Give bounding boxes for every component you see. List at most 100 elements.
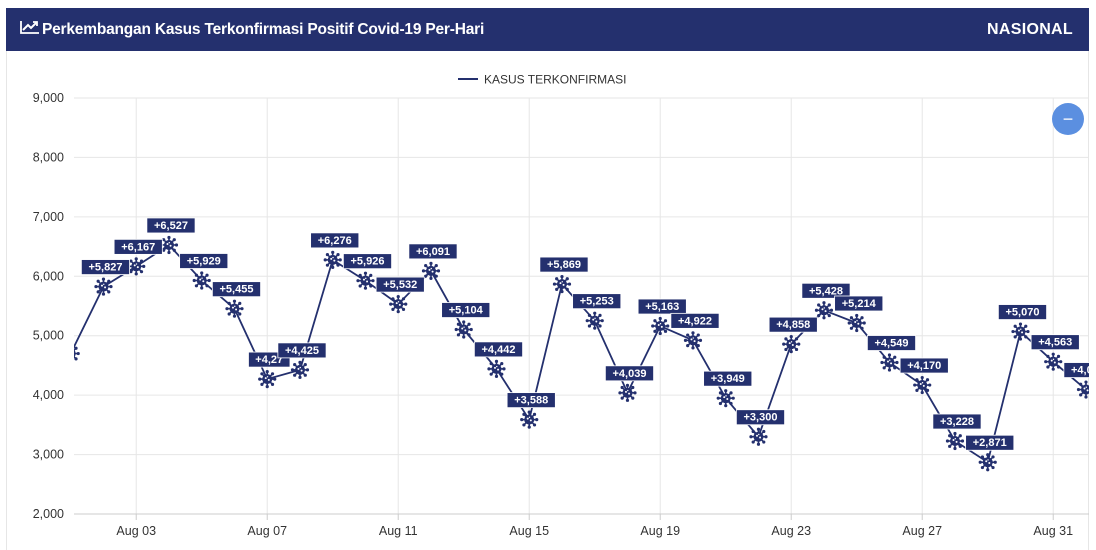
virus-marker[interactable]	[290, 360, 310, 379]
virus-marker[interactable]	[62, 344, 80, 362]
data-label: +4,858	[768, 316, 818, 333]
data-label: +5,214	[834, 295, 884, 312]
data-label-text: +5,455	[219, 284, 253, 296]
y-tick-label: 6,000	[33, 269, 64, 283]
data-label-text: +5,428	[809, 285, 843, 297]
virus-marker[interactable]	[749, 427, 768, 446]
data-label: +5,532	[375, 276, 425, 293]
virus-marker[interactable]	[945, 431, 965, 451]
chart-header: Perkembangan Kasus Terkonfirmasi Positif…	[6, 8, 1089, 51]
x-tick-label: Aug 31	[1033, 524, 1073, 538]
data-label-text: +4,039	[612, 368, 646, 380]
data-label-text: +5,929	[187, 256, 221, 268]
data-label: +6,091	[408, 243, 458, 260]
y-tick-label: 7,000	[33, 210, 64, 224]
x-tick-label: Aug 19	[640, 524, 680, 538]
region-scope-label: NASIONAL	[987, 20, 1073, 38]
virus-marker[interactable]	[913, 375, 932, 395]
virus-marker[interactable]	[127, 257, 146, 276]
data-label: +4,563	[1030, 334, 1080, 351]
data-label: +5,428	[801, 282, 851, 299]
data-label: +4,425	[277, 342, 327, 359]
virus-marker[interactable]	[159, 235, 179, 255]
data-label-text: +5,926	[350, 256, 384, 268]
virus-marker[interactable]	[716, 389, 735, 408]
data-label-text: +5,214	[842, 298, 877, 310]
data-label-text: +3,228	[940, 416, 974, 428]
data-label-text: +4,442	[481, 344, 515, 356]
virus-marker[interactable]	[552, 274, 572, 294]
data-label-text: +5,869	[547, 259, 581, 271]
data-label: +6,527	[146, 217, 196, 234]
virus-marker[interactable]	[880, 353, 899, 372]
data-label: +5,163	[637, 298, 687, 315]
virus-marker[interactable]	[847, 313, 866, 333]
virus-marker[interactable]	[94, 277, 113, 296]
data-label-text: +4,563	[1038, 337, 1072, 349]
virus-marker[interactable]	[258, 369, 277, 389]
x-tick-label: Aug 15	[509, 524, 549, 538]
virus-marker[interactable]	[356, 271, 375, 290]
virus-marker[interactable]	[651, 316, 670, 336]
data-label: +3,228	[932, 413, 982, 430]
data-label-text: +2,871	[973, 437, 1007, 449]
virus-marker[interactable]	[487, 359, 506, 378]
virus-marker[interactable]	[683, 331, 703, 350]
virus-marker[interactable]	[585, 311, 604, 330]
data-label: +4,442	[473, 341, 523, 358]
data-label-text: +3,300	[743, 412, 777, 424]
virus-marker[interactable]	[978, 453, 997, 472]
data-label: +5,929	[179, 253, 229, 269]
data-label: +5,253	[572, 293, 622, 310]
header-left: Perkembangan Kasus Terkonfirmasi Positif…	[20, 20, 484, 39]
y-tick-label: 9,000	[33, 91, 64, 105]
virus-marker[interactable]	[814, 301, 834, 320]
legend[interactable]: KASUS TERKONFIRMASI	[458, 73, 626, 87]
virus-marker[interactable]	[192, 271, 211, 290]
data-label-text: +4,094	[1071, 365, 1096, 377]
virus-marker[interactable]	[421, 261, 441, 280]
zoom-out-button[interactable]: −	[1052, 103, 1084, 135]
x-tick-label: Aug 23	[771, 524, 811, 538]
data-label: +3,588	[506, 392, 556, 409]
marker-layer	[62, 235, 1095, 472]
virus-marker[interactable]	[520, 410, 539, 429]
data-label: +5,104	[441, 302, 491, 318]
data-label-text: +4,425	[285, 345, 319, 357]
data-label: +5,926	[342, 253, 392, 270]
virus-marker[interactable]	[782, 335, 801, 354]
chart-title: Perkembangan Kasus Terkonfirmasi Positif…	[42, 20, 485, 38]
data-label-text: +6,527	[154, 220, 188, 232]
y-tick-label: 4,000	[33, 388, 64, 402]
legend-label: KASUS TERKONFIRMASI	[484, 73, 626, 87]
virus-marker[interactable]	[225, 299, 244, 318]
data-label: +5,455	[211, 281, 261, 298]
data-label: +4,549	[866, 335, 916, 351]
data-label-text: +4,549	[874, 338, 908, 350]
data-label: +4,039	[604, 365, 654, 382]
virus-marker[interactable]	[1076, 380, 1095, 399]
y-tick-label: 3,000	[33, 448, 64, 462]
data-label-text: +4,922	[678, 315, 712, 327]
x-tick-label: Aug 27	[902, 524, 942, 538]
minus-icon: −	[1062, 109, 1074, 129]
data-label: +6,276	[310, 232, 360, 249]
data-label-text: +4,27	[255, 354, 283, 366]
data-label: +4,094	[1063, 362, 1096, 378]
virus-marker[interactable]	[323, 250, 342, 269]
virus-marker[interactable]	[618, 383, 637, 402]
chart-panel	[6, 51, 1089, 550]
label-layer: +5,827 +6,167 +6,527 +5,929 +5,455 +4,27+4,42…	[80, 217, 1096, 451]
trend-chart-icon	[20, 20, 40, 39]
virus-marker[interactable]	[1044, 352, 1063, 371]
data-label-text: +6,091	[416, 246, 450, 258]
data-label-text: +4,858	[776, 319, 810, 331]
virus-marker[interactable]	[1011, 322, 1030, 341]
data-label-text: +3,588	[514, 395, 548, 407]
virus-marker[interactable]	[389, 294, 408, 314]
data-label: +5,869	[539, 256, 589, 273]
data-label-text: +5,532	[383, 279, 417, 291]
data-label: +4,170	[899, 357, 949, 374]
virus-marker[interactable]	[454, 320, 473, 339]
data-label: +2,871	[965, 434, 1015, 451]
